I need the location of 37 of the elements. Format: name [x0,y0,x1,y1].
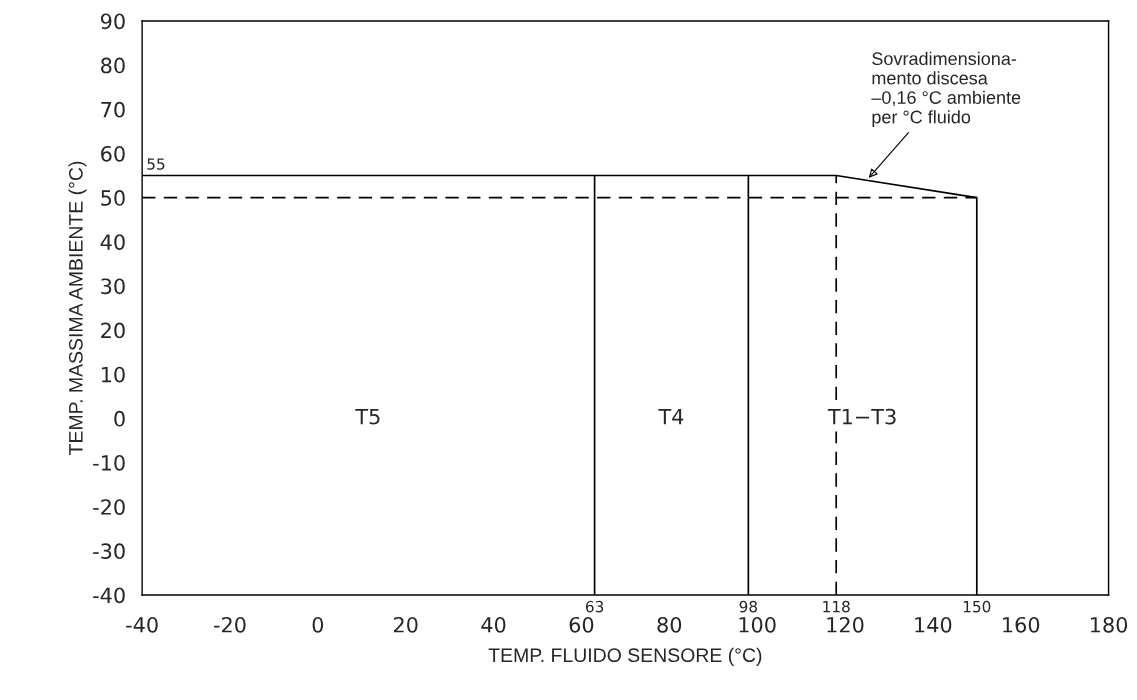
y-tick-label: -30 [93,543,125,560]
y-axis-title: TEMP. MASSIMA AMBIENTE (°C) [68,161,87,455]
x-tick-label: 140 [915,616,952,633]
x-tick-label: 80 [657,616,682,633]
y-tick-label: 70 [101,101,125,118]
x-tick-label: 120 [827,616,864,633]
y-tick-label: 30 [101,278,125,295]
y-tick-label: 10 [101,366,125,383]
annotation: Sovradimensiona- mento discesa –0,16 °C ambiente per °C fluido [871,51,1021,127]
x-tick-label: 40 [481,616,506,633]
annotation: 118 [823,600,850,613]
y-tick-label: 40 [100,234,125,250]
annotation: T5 [355,408,380,425]
annotation: T1−T3 [827,408,896,425]
x-tick-label: 160 [1003,616,1040,633]
y-tick-label: 80 [101,57,125,74]
annotation: 55 [147,158,165,170]
x-tick-label: 180 [1090,616,1128,633]
x-axis-title: TEMP. FLUIDO SENSORE (°C) [488,647,762,666]
x-tick-label: -40 [126,616,158,633]
x-tick-label: 0 [312,616,324,633]
x-tick-label: 20 [393,616,418,633]
y-tick-label: 90 [100,13,125,30]
y-tick-label: 20 [101,322,125,339]
y-tick-label: 60 [101,145,125,162]
y-tick-label: -40 [93,587,125,604]
y-tick-label: 0 [114,410,125,427]
y-tick-label: -10 [93,454,125,471]
annotation: T4 [658,408,684,425]
x-tick-label: -20 [213,616,246,633]
x-tick-label: 60 [569,616,594,633]
annotation: 63 [585,600,604,613]
y-tick-label: 50 [101,190,125,206]
annotation: 98 [739,600,758,613]
x-tick-label: 100 [739,616,776,633]
y-tick-label: -20 [93,499,125,515]
annotation: 150 [963,600,991,613]
